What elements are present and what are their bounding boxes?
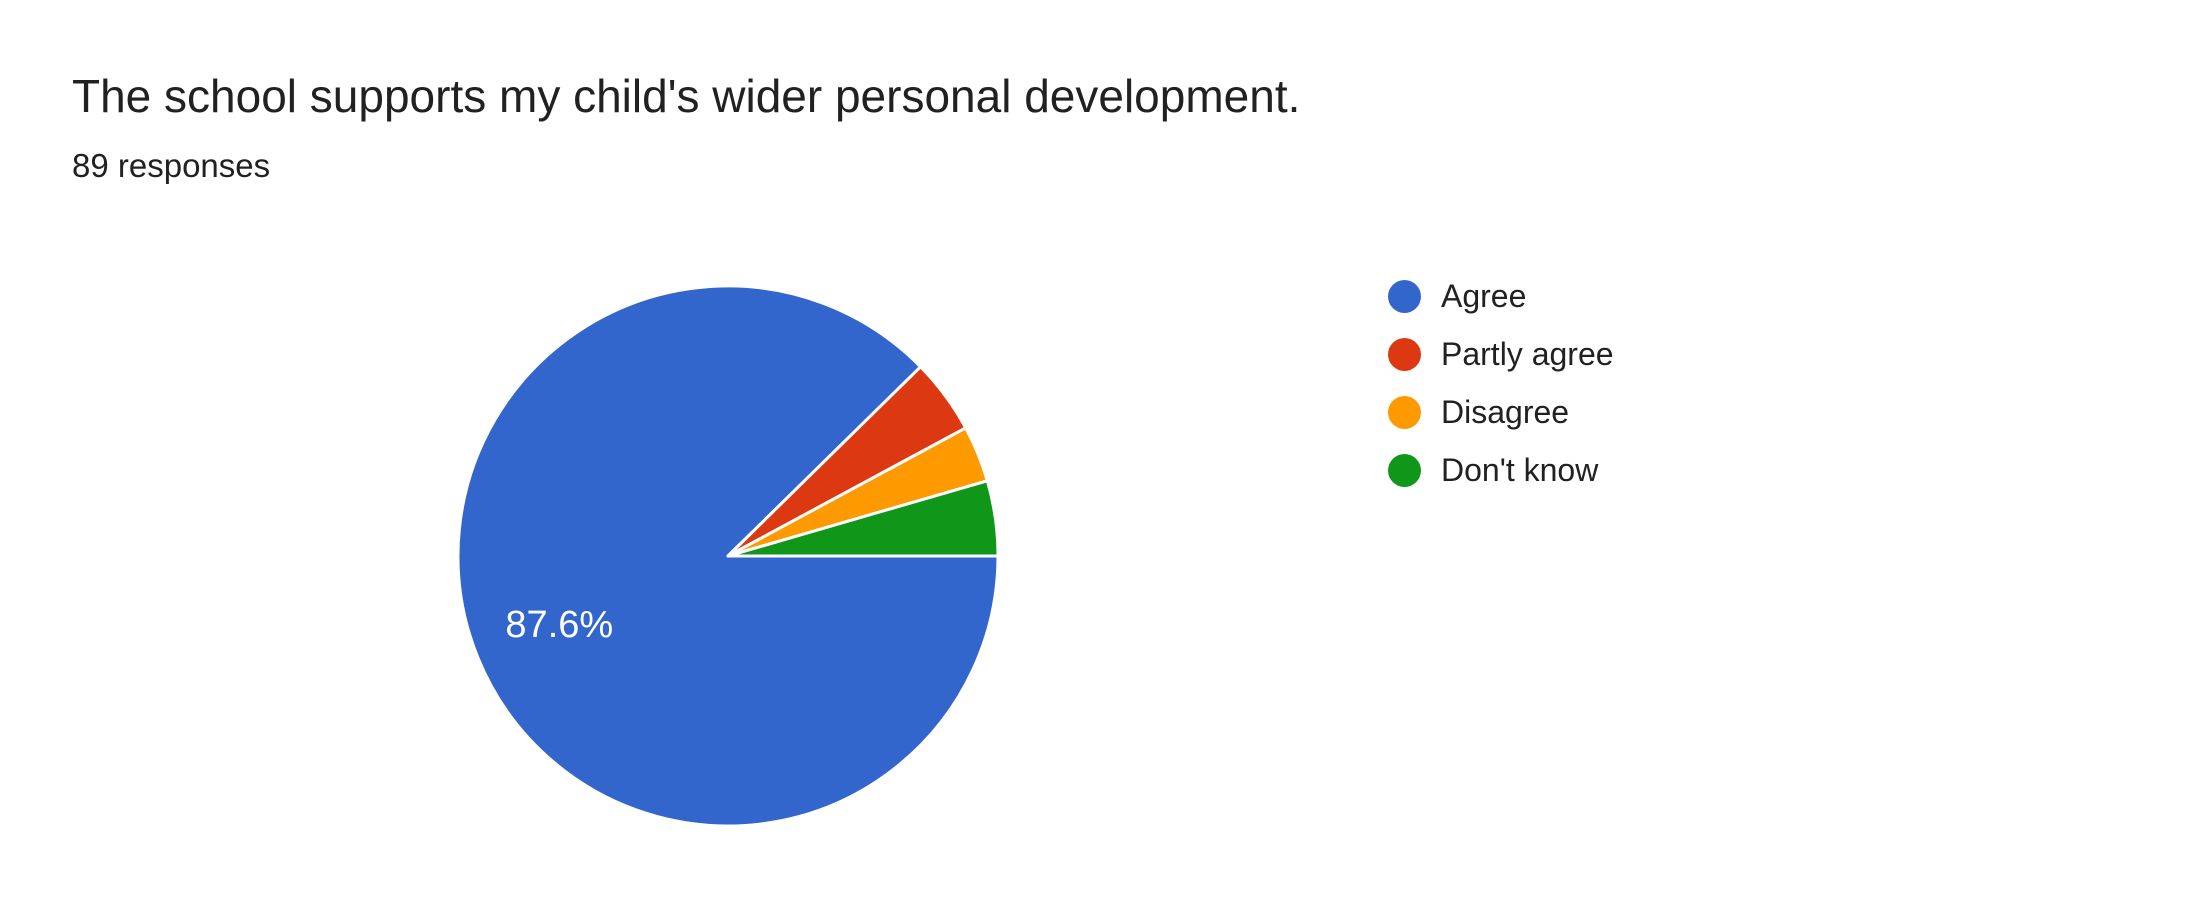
legend-item-agree: Agree <box>1388 279 1614 313</box>
legend-swatch-disagree <box>1388 395 1421 429</box>
legend-item-dont-know: Don't know <box>1388 453 1614 487</box>
pie-slice-don-t-know[interactable] <box>726 479 1000 558</box>
legend-swatch-partly-agree <box>1388 337 1421 371</box>
slice-percentage-label: 87.6% <box>505 604 613 646</box>
legend-label-dont-know: Don't know <box>1441 452 1599 488</box>
legend-item-partly-agree: Partly agree <box>1388 337 1614 371</box>
question-title: The school supports my child's wider per… <box>72 70 1301 122</box>
legend-label-agree: Agree <box>1441 278 1527 314</box>
legend-label-partly-agree: Partly agree <box>1441 336 1614 372</box>
pie-chart-figure: 87.6% <box>456 284 1000 828</box>
legend-item-disagree: Disagree <box>1388 395 1614 429</box>
response-count: 89 responses <box>72 147 271 184</box>
pie-chart: 87.6% <box>456 284 1000 828</box>
legend-swatch-dont-know <box>1388 453 1421 487</box>
chart-legend: Agree Partly agree Disagree Don't know <box>1388 279 1614 511</box>
legend-label-disagree: Disagree <box>1441 394 1570 430</box>
legend-swatch-agree <box>1388 279 1421 313</box>
